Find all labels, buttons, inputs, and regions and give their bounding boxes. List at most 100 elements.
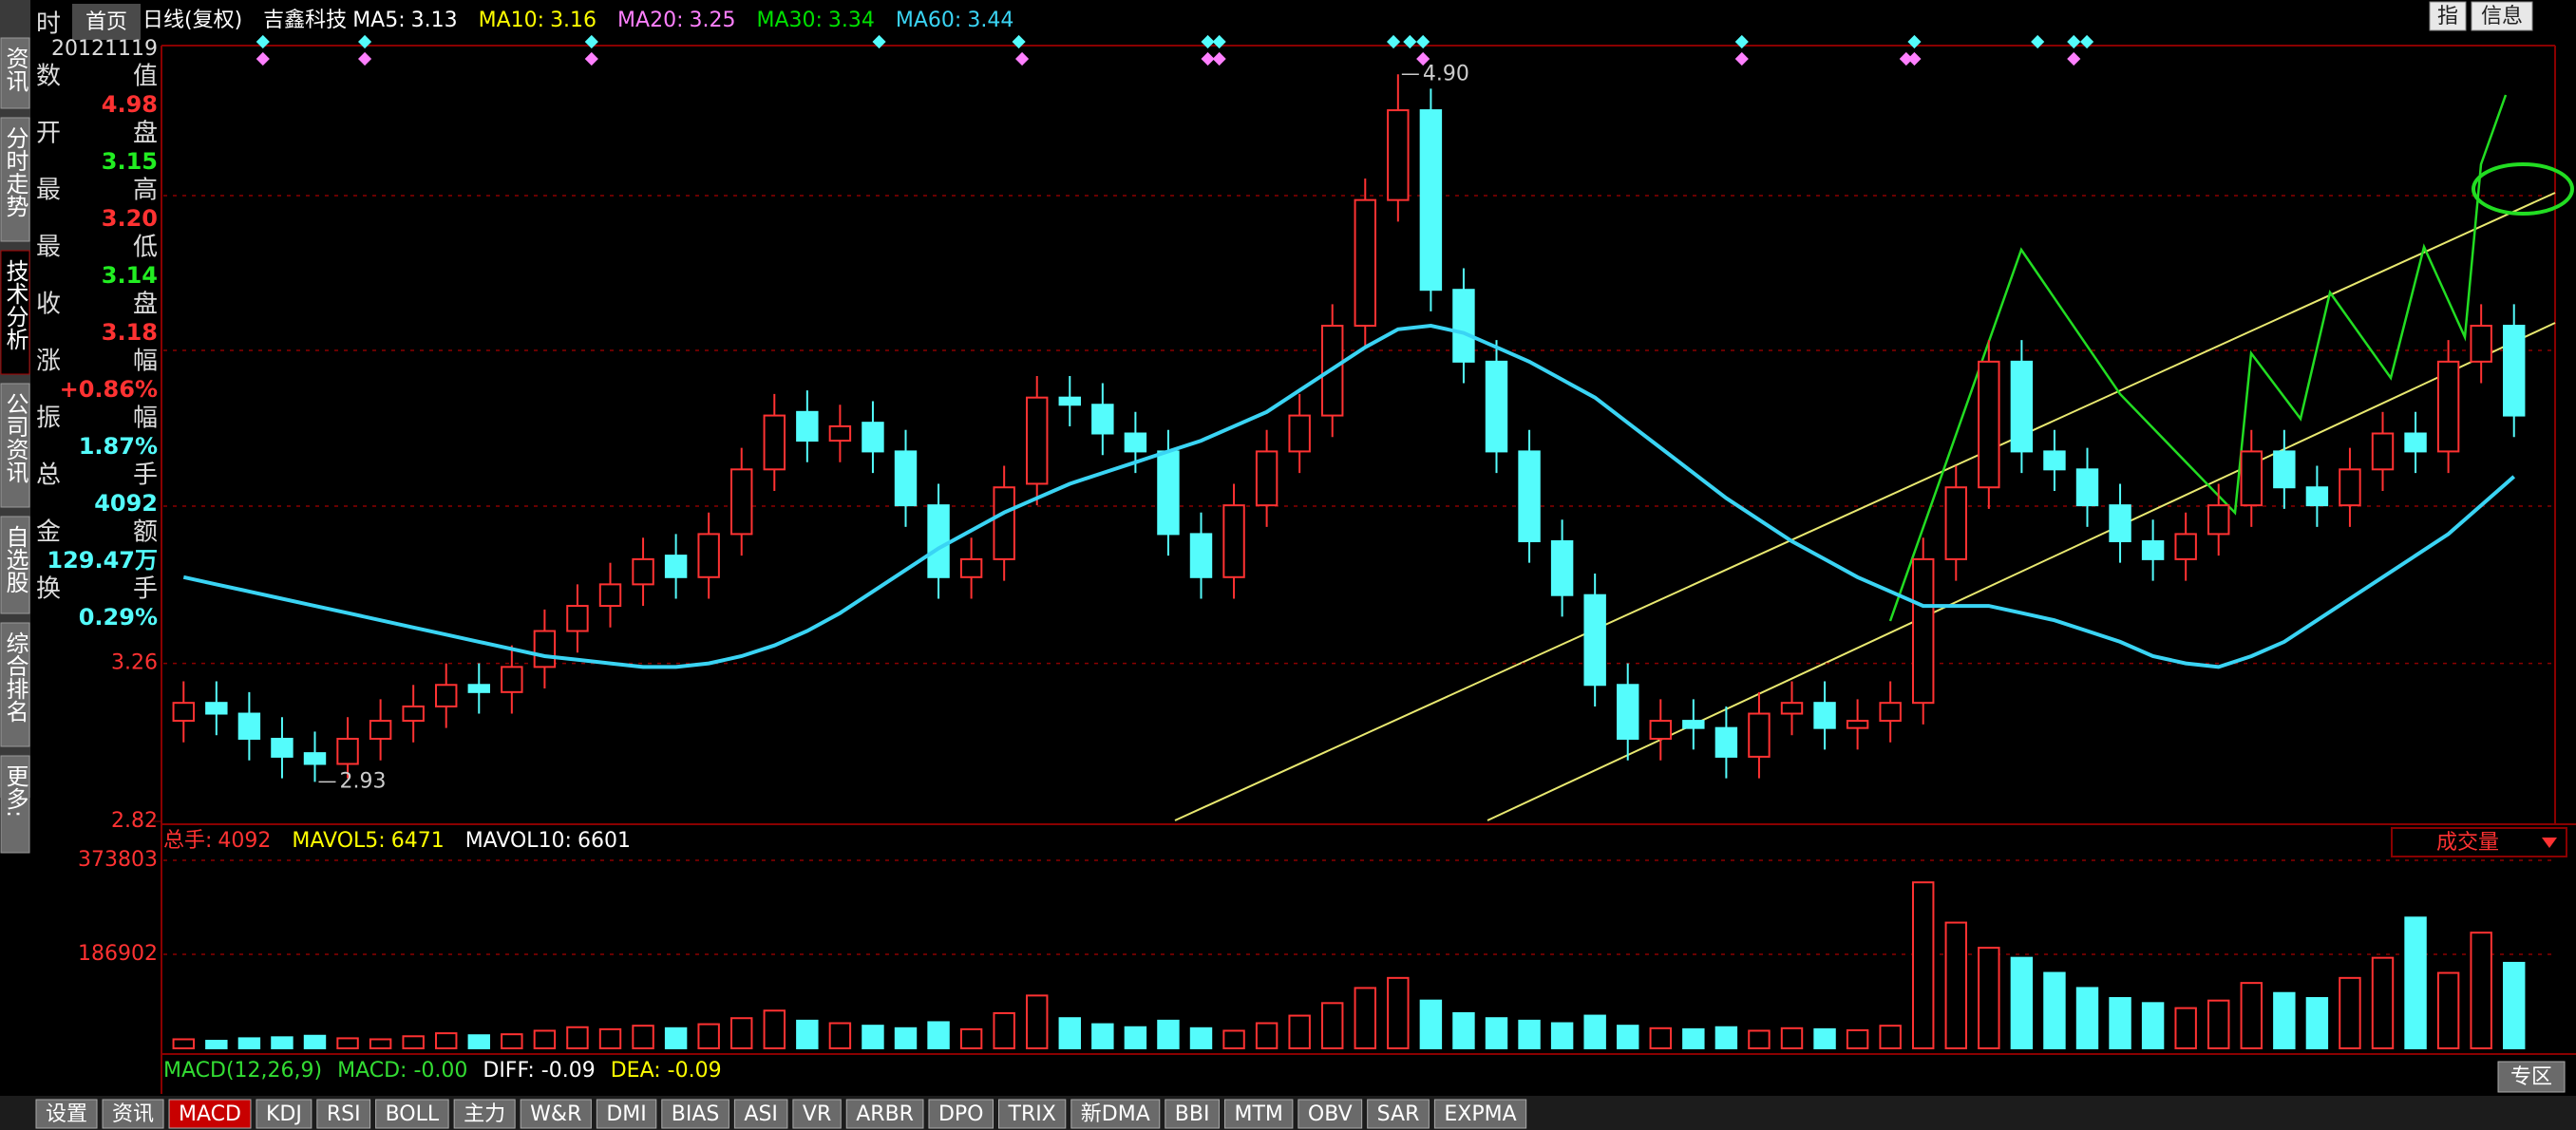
sidebar-tab-label[interactable]: 综合排名 xyxy=(2,631,28,723)
bottom-tab-label[interactable]: BBI xyxy=(1175,1102,1210,1126)
candle-body xyxy=(2503,325,2526,417)
zone-button[interactable] xyxy=(2497,1061,2566,1093)
sidebar-tab[interactable] xyxy=(0,117,30,242)
candle-body xyxy=(1813,702,1836,729)
bottom-tab[interactable] xyxy=(928,1099,994,1129)
bottom-tab-label[interactable]: KDJ xyxy=(266,1102,302,1126)
signal-marker xyxy=(256,51,270,66)
candle-body xyxy=(959,557,983,578)
bottom-tab-label[interactable]: ASI xyxy=(744,1102,778,1126)
sidebar-tab[interactable] xyxy=(0,383,30,508)
bottom-tab[interactable] xyxy=(453,1099,516,1129)
bottom-tab[interactable] xyxy=(1297,1099,1363,1129)
signal-marker xyxy=(357,51,372,66)
candle-body xyxy=(2109,504,2131,542)
info-value: 4.98 xyxy=(102,91,158,118)
bottom-tab-label[interactable]: MTM xyxy=(1234,1102,1282,1126)
volume-bar xyxy=(336,1037,359,1049)
bottom-tab-label[interactable]: 资讯 xyxy=(112,1102,154,1126)
bottom-tab[interactable] xyxy=(792,1099,842,1129)
volume-bar xyxy=(2305,997,2329,1049)
bottom-tab-label[interactable]: 主力 xyxy=(464,1102,505,1126)
sidebar-tab[interactable] xyxy=(0,516,30,614)
sidebar-tab[interactable] xyxy=(0,37,30,109)
ma-legend-name: MA5: xyxy=(352,9,405,32)
bottom-tab-label[interactable]: EXPMA xyxy=(1444,1102,1516,1126)
bottom-tab[interactable] xyxy=(102,1099,164,1129)
bottom-tab[interactable] xyxy=(661,1099,729,1129)
top-button-label[interactable]: 指 xyxy=(2437,5,2458,28)
ma-line xyxy=(182,323,2516,669)
bottom-tab-label[interactable]: DPO xyxy=(938,1102,984,1126)
candle-body xyxy=(598,583,622,608)
candle-body xyxy=(336,738,359,765)
sidebar-tab-label[interactable]: 技术分析 xyxy=(2,259,28,350)
bottom-tab-label[interactable]: RSI xyxy=(327,1102,361,1126)
volume-bar xyxy=(1419,999,1443,1049)
bottom-tab-label[interactable]: 新DMA xyxy=(1081,1102,1150,1126)
bottom-tab[interactable] xyxy=(1367,1099,1430,1129)
dropdown-arrow[interactable] xyxy=(2542,838,2557,848)
sidebar-tab[interactable] xyxy=(0,622,30,747)
bottom-tab[interactable] xyxy=(520,1099,592,1129)
zone-button-label[interactable]: 专区 xyxy=(2510,1065,2552,1089)
bottom-tab[interactable] xyxy=(596,1099,657,1129)
volume-bar xyxy=(237,1037,261,1049)
bottom-tab-label[interactable]: DMI xyxy=(606,1102,646,1126)
bottom-tab[interactable] xyxy=(1070,1099,1161,1129)
volume-selector[interactable] xyxy=(2391,827,2567,857)
bottom-tab[interactable] xyxy=(168,1099,252,1129)
candle-body xyxy=(927,504,950,578)
bottom-tab-label[interactable]: SAR xyxy=(1377,1102,1420,1126)
top-button-label[interactable]: 信息 xyxy=(2481,5,2523,28)
bottom-tab[interactable] xyxy=(35,1099,98,1129)
sidebar-tab[interactable] xyxy=(0,250,30,375)
candle-body xyxy=(435,684,458,707)
candle-body xyxy=(1682,720,1705,729)
candle-body xyxy=(2404,432,2427,453)
bottom-tab[interactable] xyxy=(316,1099,371,1129)
info-value: +0.86% xyxy=(60,376,158,403)
top-button[interactable] xyxy=(2471,1,2533,31)
candle-body xyxy=(1846,720,1869,729)
sidebar-tab-label[interactable]: 分时走势 xyxy=(2,126,28,217)
bottom-tab-label[interactable]: VR xyxy=(803,1102,831,1126)
bottom-tab[interactable] xyxy=(998,1099,1067,1129)
volume-bar xyxy=(1583,1014,1606,1049)
top-button[interactable] xyxy=(2429,1,2467,31)
bottom-tab-label[interactable]: 设置 xyxy=(46,1102,87,1126)
sidebar-tab[interactable] xyxy=(0,755,30,854)
candle-body xyxy=(1748,712,1771,758)
candle-body xyxy=(1354,198,1376,328)
bottom-tab[interactable] xyxy=(845,1099,924,1129)
volume-selector-label[interactable]: 成交量 xyxy=(2436,831,2499,855)
candle-body xyxy=(2207,504,2230,536)
bottom-tab-label[interactable]: OBV xyxy=(1308,1102,1353,1126)
bottom-tab[interactable] xyxy=(1433,1099,1527,1129)
candle-body xyxy=(237,712,261,741)
bottom-tab-label[interactable]: MACD xyxy=(179,1102,241,1126)
bottom-tab[interactable] xyxy=(256,1099,313,1129)
bottom-tab[interactable] xyxy=(733,1099,788,1129)
bottom-tab-label[interactable]: BOLL xyxy=(386,1102,440,1126)
sidebar-tab-label[interactable]: 资讯 xyxy=(2,47,28,92)
candle-body xyxy=(2436,360,2460,453)
sidebar-tab-label[interactable]: 自选股 xyxy=(2,525,28,593)
bottom-tab[interactable] xyxy=(1223,1099,1294,1129)
bottom-tab-label[interactable]: W&R xyxy=(530,1102,581,1126)
home-tab-label[interactable]: 首页 xyxy=(85,10,127,34)
volume-bar xyxy=(796,1019,819,1050)
volume-bar xyxy=(1189,1026,1213,1050)
candle-body xyxy=(1419,109,1443,292)
sidebar-tab-label[interactable]: 公司资讯 xyxy=(2,392,28,483)
home-tab[interactable] xyxy=(72,4,141,40)
bottom-tab[interactable] xyxy=(1165,1099,1220,1129)
candle-body xyxy=(501,666,523,693)
volume-bar xyxy=(2404,916,2427,1049)
bottom-tab-label[interactable]: TRIX xyxy=(1008,1102,1056,1126)
candle-body xyxy=(2174,533,2197,560)
bottom-tab-label[interactable]: BIAS xyxy=(672,1102,720,1126)
bottom-tab[interactable] xyxy=(375,1099,449,1129)
bottom-tab-label[interactable]: ARBR xyxy=(856,1102,914,1126)
sidebar-tab-label[interactable]: 更多: xyxy=(2,764,28,818)
